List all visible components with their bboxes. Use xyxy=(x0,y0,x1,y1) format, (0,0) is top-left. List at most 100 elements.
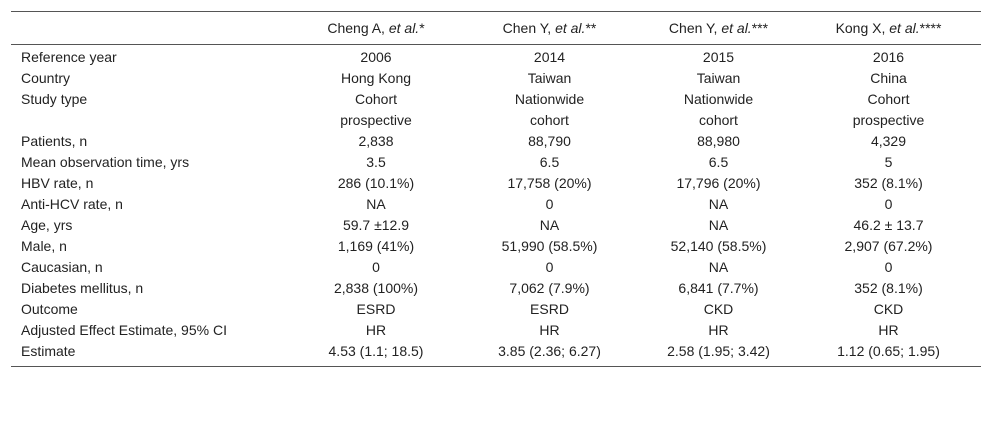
cell-value: Taiwan xyxy=(696,70,741,86)
row-label: Country xyxy=(21,70,71,86)
cell-value: 2014 xyxy=(533,49,566,65)
cell-value: 1.12 (0.65; 1.95) xyxy=(837,343,940,359)
cell-value: HR xyxy=(365,322,387,338)
table-row: Country Hong Kong Taiwan Taiwan China xyxy=(11,68,981,89)
header-author: Kong X, xyxy=(835,20,890,36)
cell-value: Cohort prospective xyxy=(852,91,925,128)
row-label: Anti-HCV rate, n xyxy=(21,196,123,212)
cell-value: 88,980 xyxy=(697,133,740,149)
cell-value: CKD xyxy=(703,301,734,317)
row-label: Mean observation time, yrs xyxy=(21,154,190,170)
cell-value: HR xyxy=(878,322,899,338)
table-row: Estimate 4.53 (1.1; 18.5) 3.85 (2.36; 6.27… xyxy=(11,341,981,367)
header-cell-chen-2015: Chen Y, et al.*** xyxy=(641,12,796,45)
table-row: Male, n 1,169 (41%) 51,990 (58.5%) 52,140 (… xyxy=(11,236,981,257)
cell-value: Nationwide cohort xyxy=(683,91,754,128)
cell-value: NA xyxy=(366,196,386,212)
cell-value: 17,796 (20%) xyxy=(676,175,761,191)
cell-value: 4,329 xyxy=(870,133,907,149)
row-label: Age, yrs xyxy=(21,217,73,233)
cell-value: 3.85 (2.36; 6.27) xyxy=(498,343,601,359)
cell-value: 52,140 (58.5%) xyxy=(670,238,767,254)
row-label: Outcome xyxy=(21,301,78,317)
cell-value: 1,169 (41%) xyxy=(337,238,415,254)
row-label: Estimate xyxy=(21,343,76,359)
table-row: Study type Cohort prospective Nationwide c… xyxy=(11,89,981,131)
cell-value: HR xyxy=(539,322,560,338)
cell-value: 2.58 (1.95; 3.42) xyxy=(667,343,770,359)
cell-value: 88,790 xyxy=(528,133,571,149)
header-suffix: * xyxy=(419,20,425,36)
table-row: Age, yrs 59.7 ±12.9 NA NA 46.2 ± 13.7 xyxy=(11,215,981,236)
cell-value: 59.7 ±12.9 xyxy=(342,217,410,233)
table-header: Cheng A, et al.* Chen Y, et al.** Chen Y… xyxy=(11,11,981,45)
cell-value: 0 xyxy=(372,259,380,275)
cell-value: 2015 xyxy=(702,49,735,65)
cell-value: HR xyxy=(708,322,729,338)
cell-value: 0 xyxy=(545,259,554,275)
cell-value: 2,838 (100%) xyxy=(333,280,419,296)
table-row: Outcome ESRD ESRD CKD CKD xyxy=(11,299,981,320)
cell-value: NA xyxy=(539,217,560,233)
cell-value: ESRD xyxy=(356,301,396,317)
cell-value: NA xyxy=(708,217,729,233)
cell-value: NA xyxy=(708,259,729,275)
table-body: Reference year 2006 2014 2015 2016 Country Hon… xyxy=(11,45,981,367)
cell-value: Nationwide cohort xyxy=(514,91,585,128)
cell-value: 46.2 ± 13.7 xyxy=(853,217,924,233)
table-row: Caucasian, n 0 0 NA 0 xyxy=(11,257,981,278)
cell-value: 2006 xyxy=(360,49,392,65)
header-etal: et al. xyxy=(388,20,420,36)
comparison-table-container: Cheng A, et al.* Chen Y, et al.** Chen Y… xyxy=(11,11,981,367)
header-row: Cheng A, et al.* Chen Y, et al.** Chen Y… xyxy=(11,11,981,45)
cell-value: NA xyxy=(708,196,729,212)
cell-value: 7,062 (7.9%) xyxy=(509,280,590,296)
cell-value: CKD xyxy=(873,301,904,317)
cell-value: Taiwan xyxy=(527,70,572,86)
header-cell-chen-2014: Chen Y, et al.** xyxy=(458,12,641,45)
cell-value: 17,758 (20%) xyxy=(507,175,592,191)
cell-value: Cohort prospective xyxy=(340,91,412,128)
header-author: Chen Y, xyxy=(502,20,556,36)
cell-value: 286 (10.1%) xyxy=(337,175,415,191)
header-suffix: *** xyxy=(751,20,769,36)
table-row: Diabetes mellitus, n 2,838 (100%) 7,062 (7… xyxy=(11,278,981,299)
header-author: Chen Y, xyxy=(668,20,722,36)
table-row: Patients, n 2,838 88,790 88,980 4,329 xyxy=(11,131,981,152)
header-cell-empty xyxy=(11,12,294,45)
cell-value: 352 (8.1%) xyxy=(854,280,923,296)
cell-value: 3.5 xyxy=(366,154,386,170)
cell-value: 5 xyxy=(884,154,893,170)
cell-value: Hong Kong xyxy=(340,70,412,86)
cell-value: 2,907 (67.2%) xyxy=(844,238,933,254)
table-row: Mean observation time, yrs 3.5 6.5 6.5 5 xyxy=(11,152,981,173)
row-label: Study type xyxy=(21,91,88,107)
cell-value: 0 xyxy=(884,196,893,212)
header-suffix: ** xyxy=(585,20,597,36)
header-etal: et al. xyxy=(721,20,752,36)
cell-value: 4.53 (1.1; 18.5) xyxy=(328,343,424,359)
cell-value: 0 xyxy=(545,196,554,212)
row-label: Male, n xyxy=(21,238,67,254)
row-label: Patients, n xyxy=(21,133,88,149)
row-label: Diabetes mellitus, n xyxy=(21,280,144,296)
cell-value: ESRD xyxy=(530,301,569,317)
cell-value: 6.5 xyxy=(539,154,560,170)
row-label: Reference year xyxy=(21,49,117,65)
table-row: HBV rate, n 286 (10.1%) 17,758 (20%) 17,796… xyxy=(11,173,981,194)
cell-value: 2016 xyxy=(872,49,905,65)
table-row: Reference year 2006 2014 2015 2016 xyxy=(11,45,981,69)
header-suffix: **** xyxy=(919,20,942,36)
cell-value: 51,990 (58.5%) xyxy=(501,238,598,254)
row-label: Adjusted Effect Estimate, 95% CI xyxy=(21,322,227,338)
header-author: Cheng A, xyxy=(327,20,389,36)
cell-value: China xyxy=(870,70,907,86)
row-label: Caucasian, n xyxy=(21,259,103,275)
cell-value: 0 xyxy=(884,259,893,275)
header-etal: et al. xyxy=(555,20,586,36)
row-label: HBV rate, n xyxy=(21,175,94,191)
header-etal: et al. xyxy=(889,20,920,36)
table-row: Adjusted Effect Estimate, 95% CI HR HR HR HR xyxy=(11,320,981,341)
cell-value: 352 (8.1%) xyxy=(854,175,923,191)
header-cell-kong: Kong X, et al.**** xyxy=(796,12,981,45)
